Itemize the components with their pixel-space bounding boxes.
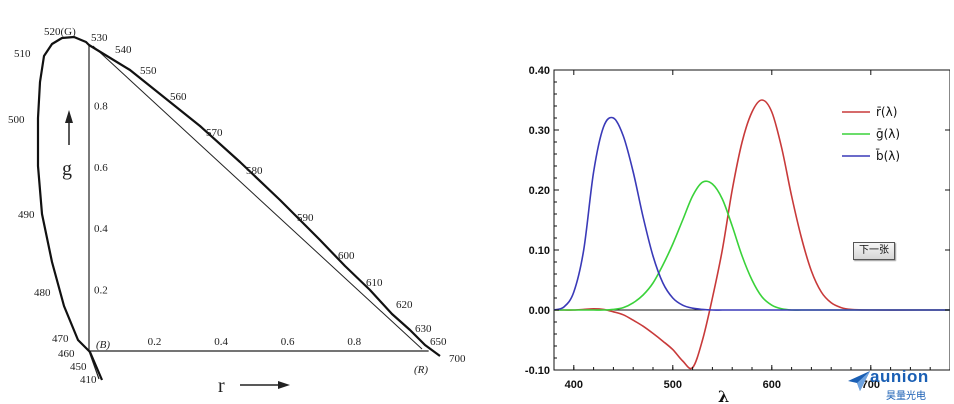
right-xlabel: λ [718, 387, 729, 404]
x-tick-label: 600 [763, 379, 781, 391]
x-tick-label: 0.8 [347, 336, 361, 348]
red-annotation: (R) [414, 364, 428, 376]
y-tick-label: 0.20 [529, 185, 550, 197]
wavelength-label: 560 [170, 91, 187, 103]
wavelength-label: 550 [140, 65, 157, 77]
legend-label: ḡ(λ) [876, 127, 900, 141]
paper-plane-icon [848, 371, 870, 391]
y-tick-label: 0.6 [94, 162, 108, 174]
spectral-locus-line [36, 35, 441, 381]
series-lines [553, 99, 950, 370]
legend-label: r̄(λ) [876, 105, 897, 119]
wavelength-label: 540 [115, 44, 132, 56]
wavelength-label: 460 [58, 348, 75, 360]
x-tick-label: 0.4 [214, 336, 228, 348]
y-tick-label: 0.8 [94, 100, 108, 112]
watermark-logo: aunion 昊量光电 [846, 367, 954, 403]
wavelength-label: 600 [338, 250, 355, 262]
series-line-2 [553, 116, 950, 311]
y-tick-label: 0.40 [529, 65, 550, 77]
wavelength-label: 650 [430, 336, 447, 348]
legend: r̄(λ) ḡ(λ) b̄(λ) [842, 105, 900, 163]
watermark-sub: 昊量光电 [886, 391, 926, 402]
wavelength-label: 500 [8, 114, 25, 126]
wavelength-label: 580 [246, 165, 263, 177]
wavelength-label: 620 [396, 299, 413, 311]
wavelength-label: 480 [34, 287, 51, 299]
wavelength-label: 630 [415, 323, 432, 335]
watermark-word: aunion [870, 367, 929, 386]
x-tick-label: 400 [565, 379, 583, 391]
next-image-button[interactable]: 下一张 [853, 242, 895, 260]
legend-label: b̄(λ) [876, 149, 900, 163]
wavelength-label: 490 [18, 209, 35, 221]
x-tick-label: 700 [862, 379, 880, 391]
x-arrow-icon [240, 381, 290, 389]
right-tick-labels: -0.10 0.00 0.10 0.20 0.30 0.40 400 500 600 700 [525, 65, 950, 391]
left-xlabel: r [218, 375, 225, 397]
wavelength-label: 450 [70, 361, 87, 373]
wavelength-label: 510 [14, 48, 31, 60]
wavelength-label: 590 [297, 212, 314, 224]
y-tick-label: 0.00 [529, 305, 550, 317]
x-tick-label: 0.2 [148, 336, 162, 348]
wavelength-label: 610 [366, 277, 383, 289]
x-tick-label: 0.6 [281, 336, 295, 348]
color-matching-chart: -0.10 0.00 0.10 0.20 0.30 0.40 400 500 600 700 r̄… [525, 65, 950, 404]
wavelength-label: 700 [449, 353, 466, 365]
left-ylabel: g [62, 158, 72, 180]
y-tick-label: 0.30 [529, 125, 550, 137]
x-tick-label: 500 [664, 379, 682, 391]
spectral-locus [36, 35, 441, 381]
triangle-hypotenuse [92, 45, 423, 350]
y-tick-label: 0.10 [529, 245, 550, 257]
wavelength-label: 410 [80, 374, 97, 386]
wavelength-label: 570 [206, 127, 223, 139]
y-tick-label: 0.2 [94, 285, 108, 297]
wavelength-label: 530 [91, 32, 108, 44]
wavelength-label: 470 [52, 333, 69, 345]
y-tick-label: -0.10 [525, 365, 550, 377]
wavelength-label: 520(G) [44, 26, 76, 38]
left-axes [88, 44, 429, 380]
y-tick-label: 0.4 [94, 223, 108, 235]
left-tick-labels: 0.2 0.4 0.6 0.8 0.2 0.4 0.6 0.8 [94, 100, 362, 348]
y-arrow-icon [65, 110, 73, 145]
origin-annotation: (B) [96, 339, 110, 351]
